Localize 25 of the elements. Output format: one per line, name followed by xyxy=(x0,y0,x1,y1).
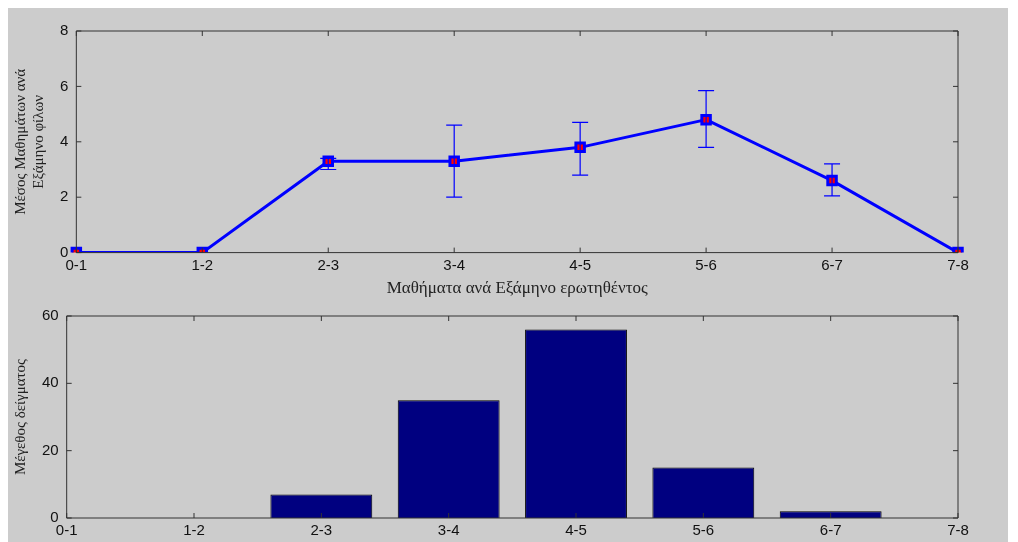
x-tick-label: 4-5 xyxy=(565,521,587,539)
x-tick-label: 6-7 xyxy=(819,521,842,539)
x-tick-label: 3-4 xyxy=(437,521,460,539)
y-tick-label: 6 xyxy=(60,76,69,94)
x-tick-label: 6-7 xyxy=(821,255,843,273)
y-tick-label: 8 xyxy=(60,21,69,39)
y-tick-label: 40 xyxy=(42,373,59,391)
x-axis-title: Μαθήματα ανά Εξάμηνο ερωτηθέντος xyxy=(386,278,648,298)
y-tick-label: 2 xyxy=(60,187,69,205)
x-tick-label: 1-2 xyxy=(191,255,214,273)
y-tick-label: 4 xyxy=(60,131,69,149)
x-tick-label: 7-8 xyxy=(947,255,969,273)
y-tick-label: 0 xyxy=(60,242,69,260)
y-tick-label: 20 xyxy=(42,440,59,458)
x-tick-label: 1-2 xyxy=(183,521,205,539)
x-tick-label: 5-6 xyxy=(692,521,715,539)
x-tick-label: 3-4 xyxy=(443,255,466,273)
x-tick-label: 5-6 xyxy=(695,255,717,273)
x-tick-label: 7-8 xyxy=(947,521,969,539)
x-tick-label: 2-3 xyxy=(317,255,340,273)
y-axis-title: Μέγεθος δείγματος xyxy=(11,358,28,476)
x-tick-label: 2-3 xyxy=(310,521,333,539)
y-tick-label: 60 xyxy=(42,306,59,324)
y-axis-title: Μέσος Μαθημάτων ανά Εξάμηνο φίλων xyxy=(11,68,46,215)
x-tick-label: 4-5 xyxy=(569,255,591,273)
